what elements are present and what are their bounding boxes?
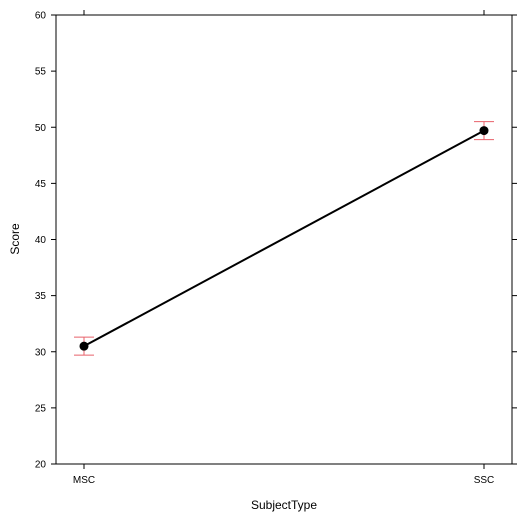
y-tick-label: 50: [35, 123, 47, 134]
x-axis-label: SubjectType: [251, 498, 317, 512]
y-tick-label: 55: [35, 67, 47, 78]
y-axis-label: Score: [8, 223, 22, 255]
y-tick-label: 35: [35, 291, 47, 302]
y-tick-label: 60: [35, 11, 47, 22]
y-tick-label: 20: [35, 460, 47, 471]
y-tick-label: 45: [35, 179, 47, 190]
y-axis: 20 25 30 35 40 45 50 55 60: [35, 11, 517, 471]
y-tick-label: 40: [35, 235, 47, 246]
series-line: [83, 129, 485, 348]
data-point: [479, 126, 489, 136]
y-tick-label: 30: [35, 347, 47, 358]
data-point: [79, 341, 89, 351]
x-tick-label: MSC: [73, 475, 95, 486]
series-layer: [74, 121, 494, 356]
y-tick-label: 25: [35, 403, 47, 414]
x-tick-label: SSC: [474, 475, 495, 486]
x-axis: MSC SSC: [73, 10, 494, 486]
